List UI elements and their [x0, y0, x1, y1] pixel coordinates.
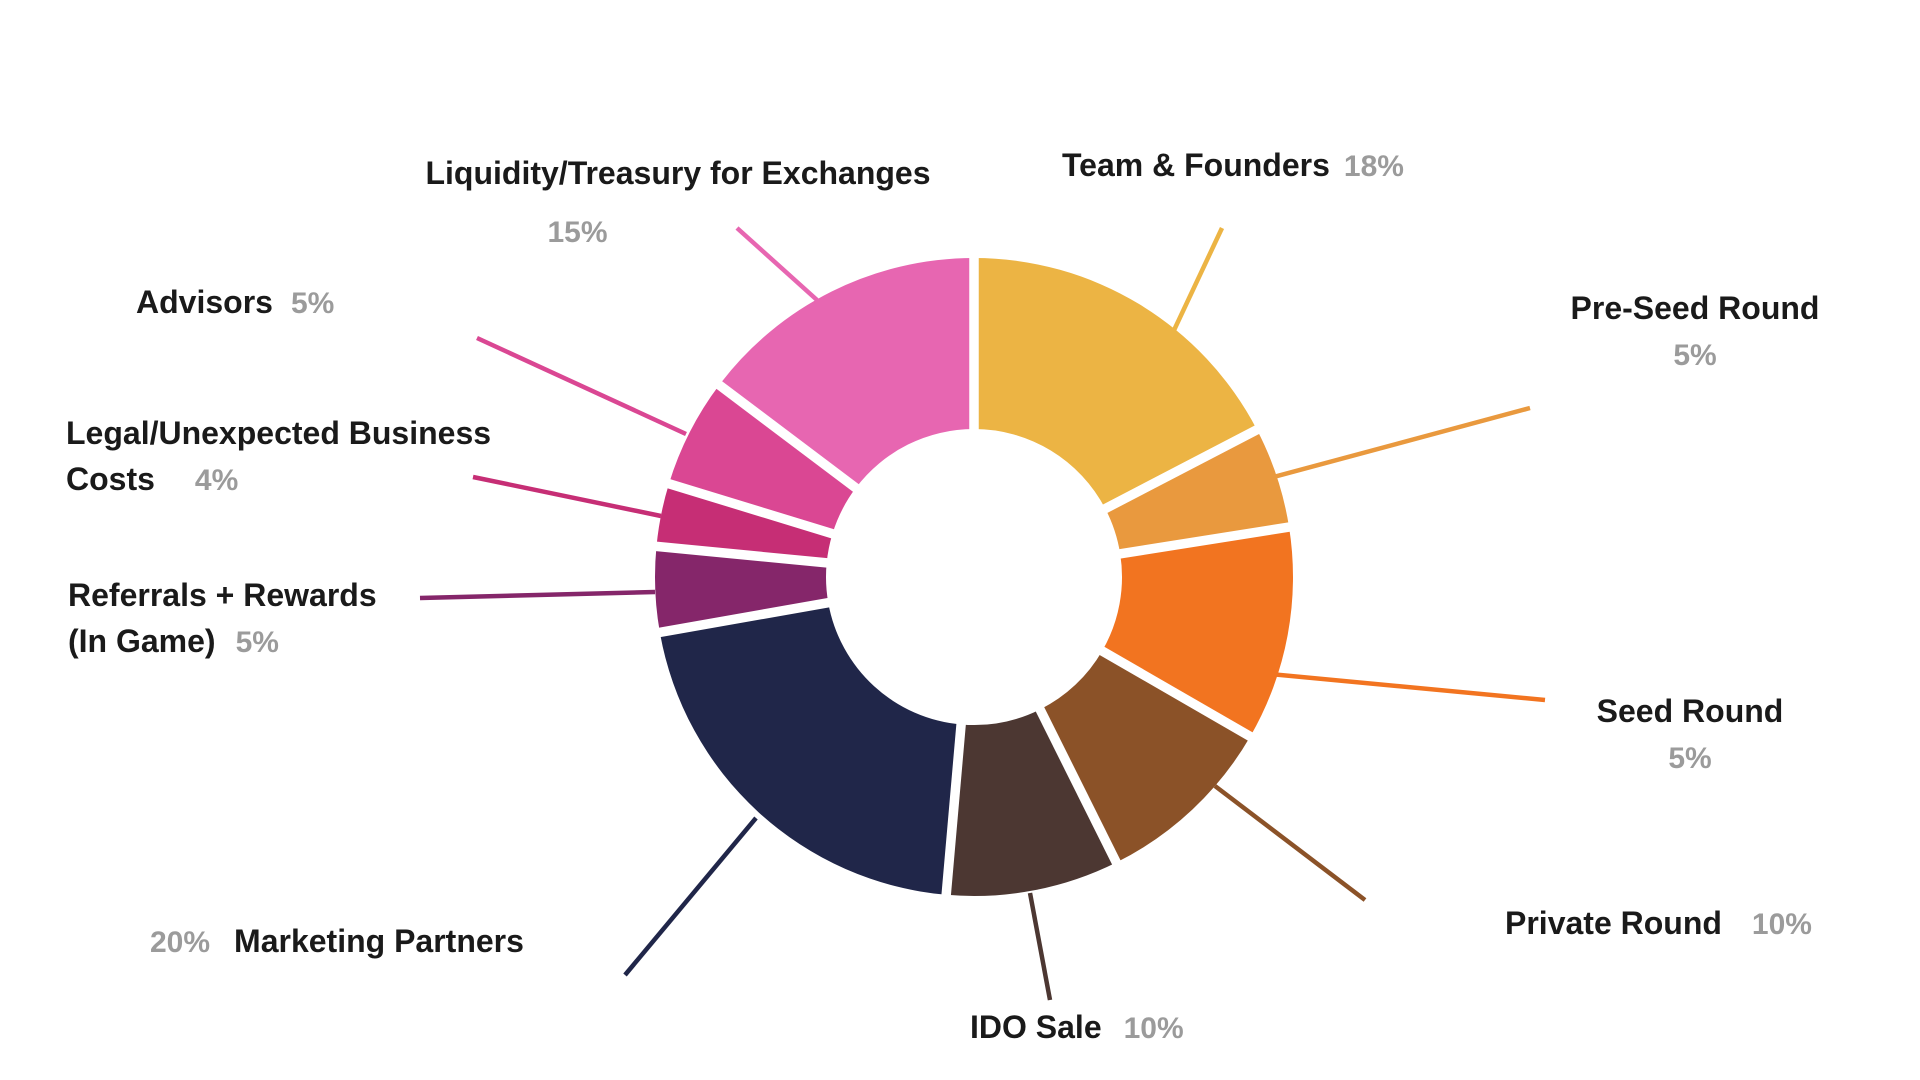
leader-line-advisors — [476, 335, 687, 437]
slice-percent: 10% — [1123, 1012, 1184, 1045]
slice-percent: 20% — [150, 926, 211, 959]
label-team-founders: Team & Founders 18% — [1062, 146, 1404, 186]
slice-name: Private Round — [1505, 905, 1722, 941]
leader-line-seed-round — [1227, 667, 1546, 703]
slice-percent: 4% — [194, 464, 239, 497]
slice-separator — [713, 378, 872, 502]
leader-line-pre-seed-round — [1269, 405, 1531, 481]
label-liquidity-treasury-percent: 15% — [540, 212, 615, 252]
slice-separator — [941, 708, 968, 900]
label-seed-round: Seed Round 5% — [1545, 692, 1835, 778]
slice-separator — [1103, 521, 1294, 562]
slice-separator — [1028, 693, 1123, 869]
slice-name: Team & Founders — [1062, 147, 1330, 183]
slice-separator — [1088, 423, 1263, 521]
slice-name-line1: Referrals + Rewards — [68, 577, 377, 613]
leader-line-private-round — [1213, 784, 1367, 902]
label-legal-costs: Legal/Unexpected Business Costs 4% — [66, 410, 491, 504]
slice-separator — [663, 478, 850, 543]
leader-line-team-founders — [1165, 227, 1225, 344]
leader-line-liquidity-treasury — [735, 226, 819, 302]
slice-percent: 5% — [235, 626, 279, 659]
slice-name: IDO Sale — [970, 1009, 1102, 1045]
slice-percent: 5% — [1668, 742, 1712, 775]
label-ido-sale: IDO Sale 10% — [970, 1008, 1184, 1048]
slice-name-line1: Legal/Unexpected Business — [66, 415, 492, 451]
label-advisors: Advisors 5% — [136, 283, 334, 323]
label-private-round: Private Round 10% — [1505, 904, 1812, 944]
slice-percent: 10% — [1751, 908, 1812, 941]
slice-percent: 5% — [290, 287, 335, 320]
slice-name: Liquidity/Treasury for Exchanges — [425, 155, 931, 191]
slice-name-line2: (In Game) — [68, 623, 216, 659]
slice-marketing-partners[interactable] — [659, 602, 962, 895]
slice-percent: 18% — [1343, 150, 1404, 183]
label-pre-seed-round: Pre-Seed Round 5% — [1545, 289, 1845, 375]
leader-line-ido-sale — [1027, 892, 1053, 1001]
slice-team-founders[interactable] — [974, 258, 1257, 509]
slice-referrals-rewards[interactable] — [655, 546, 829, 633]
slice-name: Advisors — [136, 284, 273, 320]
slice-name: Marketing Partners — [234, 923, 524, 959]
leader-line-legal-costs — [472, 474, 662, 519]
label-liquidity-treasury: Liquidity/Treasury for Exchanges — [398, 154, 958, 192]
slice-name: Seed Round — [1596, 693, 1784, 729]
slice-percent: 5% — [1673, 339, 1717, 372]
slice-pre-seed-round[interactable] — [1105, 429, 1290, 554]
label-referrals-rewards: Referrals + Rewards (In Game) 5% — [68, 572, 377, 666]
slice-ido-sale[interactable] — [946, 709, 1117, 897]
slice-separator — [1085, 638, 1257, 743]
slice-legal-costs[interactable] — [656, 483, 833, 563]
leader-line-referrals-rewards — [419, 589, 656, 601]
slice-name: Pre-Seed Round — [1570, 290, 1820, 326]
label-marketing-partners: 20% Marketing Partners — [150, 922, 524, 962]
slice-percent: 15% — [547, 216, 608, 249]
slice-separator — [652, 541, 844, 570]
leader-line-marketing-partners — [623, 816, 758, 977]
slice-separator — [655, 595, 845, 638]
slice-seed-round[interactable] — [1102, 527, 1293, 737]
slice-name-line2: Costs — [66, 461, 155, 497]
